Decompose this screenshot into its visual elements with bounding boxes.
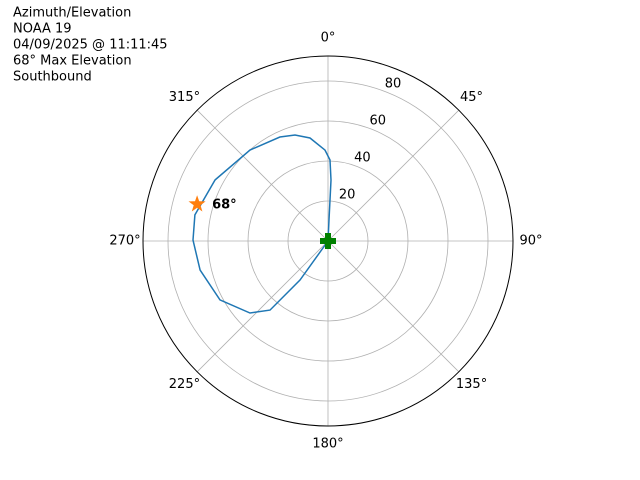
title-line: 04/09/2025 @ 11:11:45 [13,38,168,53]
theta-tick-label: 90° [519,234,542,249]
theta-tick-label: 180° [312,437,343,452]
theta-tick-label: 45° [460,90,483,105]
title-line: Southbound [13,70,92,85]
theta-tick-label: 315° [169,90,200,105]
grid-spoke [327,109,460,242]
title-line: Azimuth/Elevation [13,6,131,21]
max-elevation-label: 68° [212,198,237,213]
r-tick-label: 20 [339,187,356,202]
outer-frame [142,55,514,427]
r-tick-label: 80 [385,76,402,91]
theta-tick-label: 270° [109,234,140,249]
r-tick-label: 60 [369,113,386,128]
title-line: 68° Max Elevation [13,54,132,69]
pass-track [192,134,332,314]
title-line: NOAA 19 [13,22,72,37]
theta-tick-label: 225° [169,377,200,392]
max-elevation-marker [188,195,206,212]
theta-tick-label: 135° [456,377,487,392]
r-tick-label: 40 [354,150,371,165]
theta-tick-label: 0° [321,31,336,46]
grid-spoke [327,240,460,373]
start-marker [320,233,336,249]
grid-spoke [196,240,329,373]
grid-spoke [196,109,329,242]
